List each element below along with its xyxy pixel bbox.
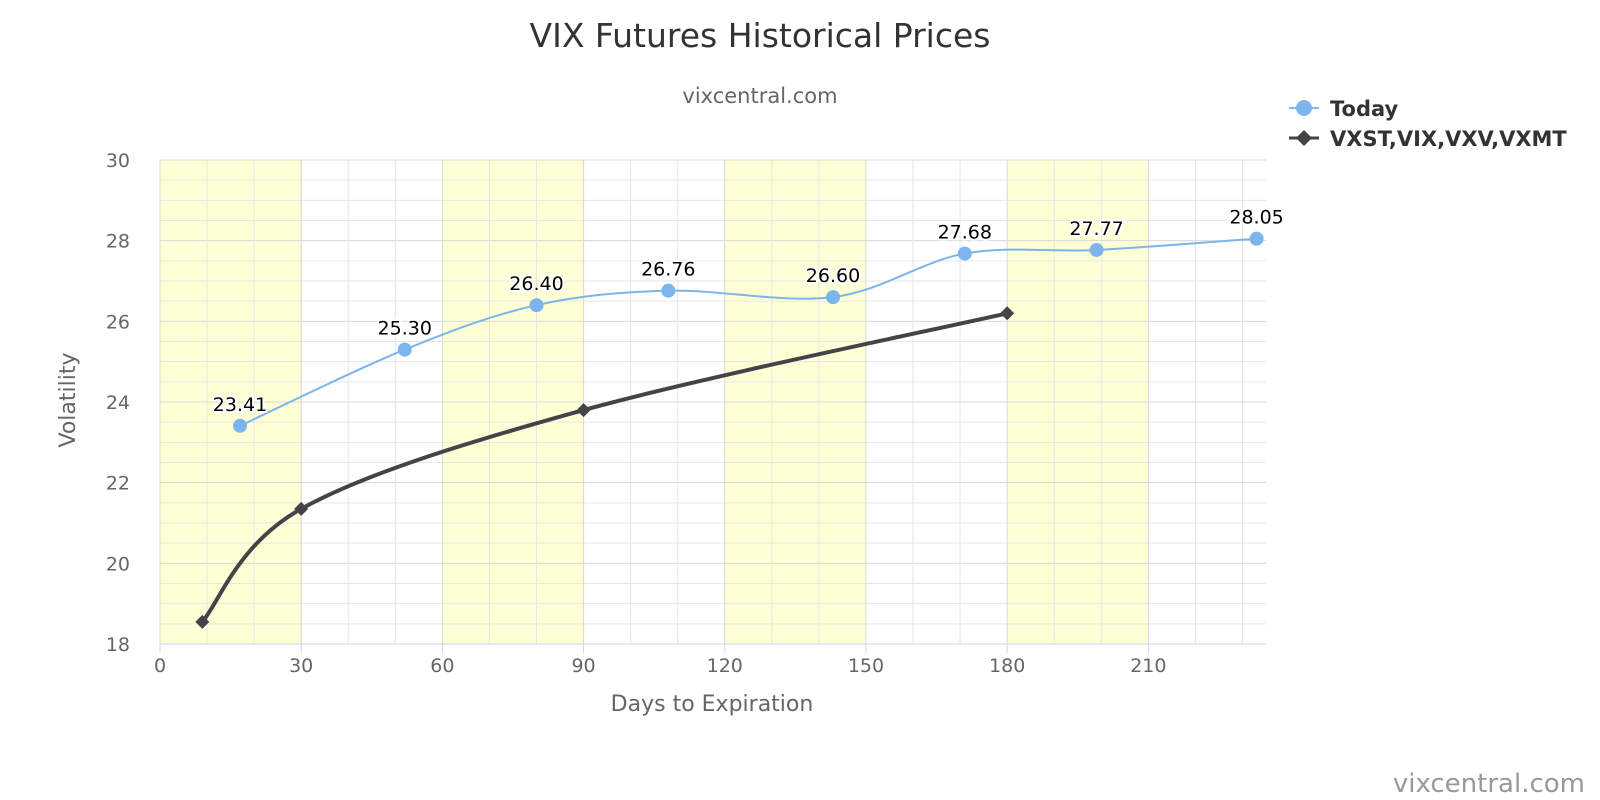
y-tick-label: 26 bbox=[106, 311, 130, 333]
point-today-0 bbox=[233, 418, 248, 433]
x-tick-label: 180 bbox=[989, 655, 1025, 677]
point-vxst-2 bbox=[576, 403, 591, 418]
legend-marker-today bbox=[1296, 100, 1312, 116]
y-tick-label: 22 bbox=[106, 473, 130, 495]
data-label-0: 23.41 bbox=[213, 394, 267, 416]
point-vxst-0 bbox=[195, 614, 210, 629]
x-tick-label: 0 bbox=[154, 655, 166, 677]
y-tick-label: 24 bbox=[106, 392, 130, 414]
x-tick-label: 120 bbox=[707, 655, 743, 677]
point-today-7 bbox=[1249, 231, 1264, 246]
credits-link[interactable]: vixcentral.com bbox=[1393, 769, 1585, 799]
legend: Today VXST,VIX,VXV,VXMT bbox=[1289, 97, 1567, 151]
point-today-3 bbox=[661, 283, 676, 298]
point-today-6 bbox=[1089, 242, 1104, 257]
data-label-5: 27.68 bbox=[938, 222, 992, 244]
point-today-2 bbox=[529, 298, 544, 313]
point-vxst-3 bbox=[1000, 306, 1015, 321]
legend-item-today[interactable]: Today bbox=[1289, 97, 1399, 121]
x-tick-label: 30 bbox=[289, 655, 313, 677]
y-tick-label: 28 bbox=[106, 231, 130, 253]
y-tick-label: 18 bbox=[106, 634, 130, 656]
y-tick-label: 20 bbox=[106, 553, 130, 575]
x-tick-label: 60 bbox=[430, 655, 454, 677]
data-labels: 23.41 25.30 26.40 26.76 26.60 27.68 27.77 28.05 bbox=[211, 205, 1286, 418]
y-axis-ticks: 18 20 22 24 26 28 30 bbox=[106, 150, 130, 656]
chart-title: VIX Futures Historical Prices bbox=[530, 16, 991, 55]
point-today-4 bbox=[826, 290, 841, 305]
x-axis-ticks: 0 30 60 90 120 150 180 210 bbox=[154, 644, 1166, 677]
x-tick-label: 90 bbox=[571, 655, 595, 677]
x-tick-label: 210 bbox=[1130, 655, 1166, 677]
point-today-5 bbox=[957, 246, 972, 261]
y-tick-label: 30 bbox=[106, 150, 130, 172]
legend-label-today: Today bbox=[1330, 97, 1399, 121]
x-axis-title: Days to Expiration bbox=[611, 692, 814, 717]
data-label-4: 26.60 bbox=[806, 265, 860, 287]
data-label-1: 25.30 bbox=[378, 318, 432, 340]
x-tick-label: 150 bbox=[848, 655, 884, 677]
point-today-1 bbox=[397, 342, 412, 357]
chart-subtitle: vixcentral.com bbox=[682, 84, 837, 108]
legend-marker-vxst-vix-vxv-vxmt bbox=[1296, 130, 1312, 146]
y-axis-title: Volatility bbox=[56, 352, 81, 447]
data-label-6: 27.77 bbox=[1069, 218, 1123, 240]
series-line-1 bbox=[200, 311, 1008, 624]
data-label-7: 28.05 bbox=[1229, 207, 1283, 229]
legend-item-vxst-vix-vxv-vxmt[interactable]: VXST,VIX,VXV,VXMT bbox=[1289, 127, 1567, 151]
point-vxst-1 bbox=[294, 501, 309, 516]
data-label-2: 26.40 bbox=[509, 273, 563, 295]
series-layer bbox=[195, 231, 1264, 629]
data-label-3: 26.76 bbox=[641, 259, 695, 281]
legend-label-vxst-vix-vxv-vxmt: VXST,VIX,VXV,VXMT bbox=[1330, 127, 1567, 151]
